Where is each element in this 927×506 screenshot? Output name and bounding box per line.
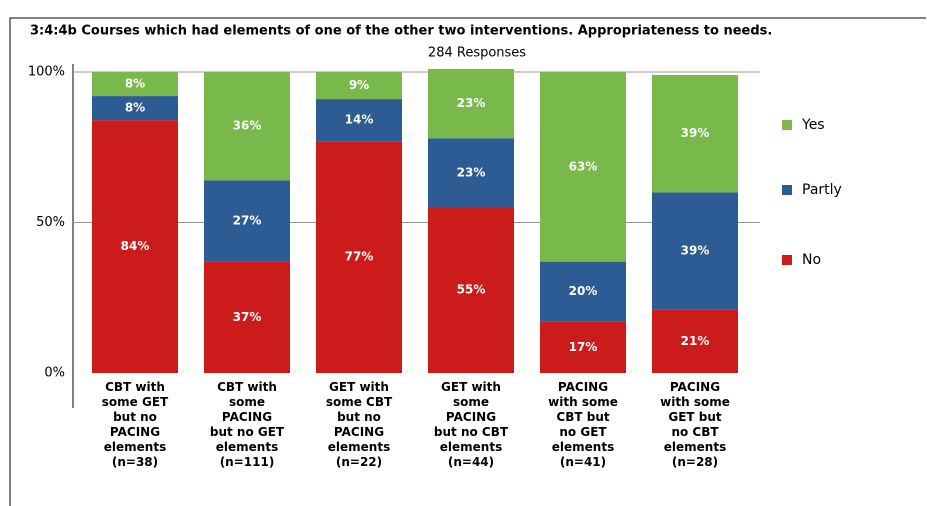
- bar-segment: [652, 309, 738, 373]
- bar-segment: [204, 261, 290, 373]
- y-tick-label: 100%: [28, 65, 65, 80]
- data-label: 39%: [681, 244, 710, 258]
- data-label: 9%: [349, 78, 369, 92]
- bar-segment: [316, 99, 402, 142]
- y-tick-label: 50%: [36, 215, 65, 230]
- data-label: 39%: [681, 126, 710, 140]
- bar-segment: [92, 120, 178, 373]
- bar-segment: [204, 72, 290, 181]
- data-label: 17%: [569, 340, 598, 354]
- data-label: 21%: [681, 334, 710, 348]
- data-label: 37%: [233, 310, 262, 324]
- bar-segment: [540, 321, 626, 373]
- bar-segment: [540, 261, 626, 322]
- bar-segment: [204, 180, 290, 262]
- legend-swatch: [782, 255, 792, 265]
- data-label: 77%: [345, 250, 374, 264]
- x-tick-label: GET with some PACING but no CBT elements…: [433, 380, 509, 469]
- data-label: 20%: [569, 284, 598, 298]
- legend-label: Partly: [802, 182, 842, 198]
- chart-title: 3:4:4b Courses which had elements of one…: [30, 24, 772, 39]
- data-label: 55%: [457, 283, 486, 297]
- data-label: 8%: [125, 77, 145, 91]
- legend-swatch: [782, 120, 792, 130]
- bar-segment: [428, 207, 514, 373]
- bar-segment: [652, 192, 738, 310]
- x-tick-label: CBT with some GET but no PACING elements…: [101, 380, 169, 469]
- bar-segment: [540, 72, 626, 262]
- bar-segment: [92, 96, 178, 121]
- data-label: 36%: [233, 119, 262, 133]
- legend-label: Yes: [801, 117, 825, 133]
- chart-subtitle: 284 Responses: [428, 46, 526, 61]
- bar-segment: [428, 68, 514, 139]
- bar-segment: [428, 138, 514, 208]
- data-label: 63%: [569, 159, 598, 173]
- x-tick-label: PACING with some CBT but no GET elements…: [548, 380, 618, 469]
- data-label: 23%: [457, 165, 486, 179]
- x-tick-label: CBT with some PACING but no GET elements…: [209, 380, 285, 469]
- data-label: 84%: [121, 239, 150, 253]
- x-tick-label: GET with some CBT but no PACING elements…: [325, 380, 393, 469]
- x-tick-label: PACING with some GET but no CBT elements…: [660, 380, 730, 469]
- legend-swatch: [782, 185, 792, 195]
- frame: [9, 17, 926, 506]
- data-label: 23%: [457, 96, 486, 110]
- bar-segment: [316, 141, 402, 373]
- data-label: 27%: [233, 213, 262, 227]
- legend-label: No: [802, 252, 821, 268]
- data-label: 14%: [345, 113, 374, 127]
- bar-segment: [92, 72, 178, 97]
- bar-segment: [652, 75, 738, 193]
- y-tick-label: 0%: [44, 366, 65, 381]
- data-label: 8%: [125, 101, 145, 115]
- bar-segment: [316, 72, 402, 100]
